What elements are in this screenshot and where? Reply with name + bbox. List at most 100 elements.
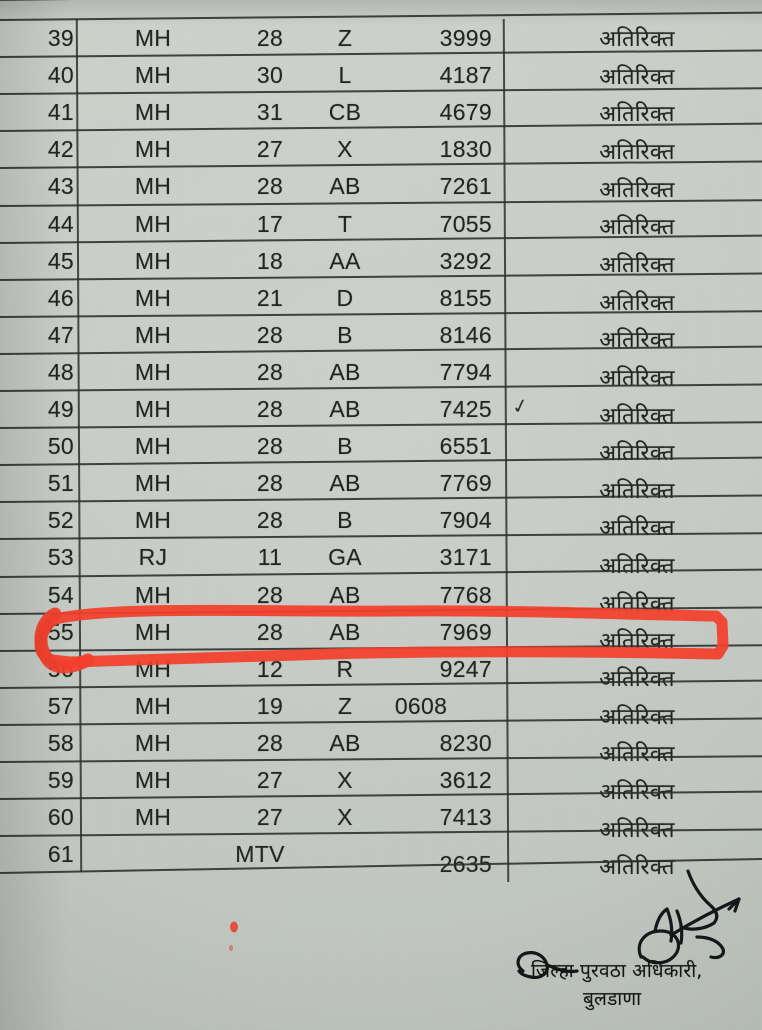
cell-state-code: MH	[134, 358, 172, 385]
cell-rto-code: 28	[256, 433, 284, 460]
cell-plate-number: 0608	[394, 692, 448, 719]
cell-state-code: MH	[134, 618, 172, 645]
cell-rto-code: 30	[256, 62, 284, 89]
cell-serial-number: 48	[47, 358, 74, 385]
cell-series-code: AB	[329, 173, 361, 200]
cell-state-code: MH	[134, 470, 172, 497]
handwritten-signature-icon	[516, 869, 741, 979]
table-row[interactable]: 59 MH 27 X 3612 अतिरिक्त	[0, 763, 762, 805]
cell-series-code: GA	[328, 544, 362, 571]
cell-state-code: MH	[134, 247, 172, 274]
cell-series-code: B	[337, 321, 353, 348]
table-row[interactable]: 42 MH 27 X 1830 अतिरिक्त	[0, 132, 762, 169]
cell-status: अतिरिक्त	[599, 403, 675, 429]
table-row[interactable]: 40 MH 30 L 4187 अतिरिक्त	[0, 58, 762, 95]
cell-series-code: AB	[329, 358, 361, 385]
table-row[interactable]: 39 MH 28 Z 3999 अतिरिक्त	[0, 21, 762, 58]
table-row[interactable]: 44 MH 17 T 7055 अतिरिक्त	[0, 207, 762, 244]
cell-serial-number: 40	[47, 62, 74, 89]
cell-plate-number: 7969	[439, 618, 492, 645]
cell-status: अतिरिक्त	[599, 667, 675, 693]
cell-rto-code: 28	[256, 729, 284, 756]
cell-rto-code: 27	[256, 767, 284, 793]
cell-plate-number: 7413	[439, 804, 492, 831]
cell-series-code: AB	[329, 581, 361, 608]
cell-state-code: MH	[134, 507, 172, 534]
cell-plate-number: 9247	[439, 655, 492, 682]
table-row[interactable]: 45 MH 18 AA 3292 अतिरिक्त	[0, 244, 762, 281]
table-row[interactable]: 61 MTV 2635 अतिरिक्त	[0, 837, 762, 880]
cell-rto-code: 27	[256, 136, 284, 163]
cell-status: अतिरिक्त	[599, 139, 675, 165]
cell-serial-number: 41	[47, 99, 74, 126]
cell-plate-number: 7904	[439, 507, 492, 534]
table-row[interactable]: 41 MH 31 CB 4679 अतिरिक्त	[0, 95, 762, 132]
table-row[interactable]: 58 MH 28 AB 8230 अतिरिक्त	[0, 726, 762, 767]
cell-state-code: MH	[134, 99, 172, 126]
cell-rto-code: 31	[256, 99, 284, 126]
cell-status: अतिरिक्त	[599, 215, 675, 241]
cell-status: अतिरिक्त	[599, 478, 675, 504]
cell-serial-number: 49	[47, 396, 74, 422]
cell-serial-number: 44	[47, 210, 74, 237]
cell-serial-number: 54	[47, 581, 74, 608]
cell-serial-number: 52	[47, 507, 74, 534]
cell-status: अतिरिक्त	[599, 365, 675, 391]
cell-status: अतिरिक्त	[599, 27, 675, 52]
cell-plate-number: 4679	[439, 99, 492, 126]
cell-state-code: MH	[134, 767, 172, 793]
table-row[interactable]: 52 MH 28 B 7904 अतिरिक्त	[0, 503, 762, 541]
cell-status: अतिरिक्त	[599, 780, 675, 805]
cell-rto-code: 28	[256, 396, 284, 422]
cell-vehicle-code: MTV	[235, 841, 285, 868]
cell-serial-number: 51	[47, 470, 74, 497]
table-row[interactable]: 43 MH 28 AB 7261 अतिरिक्त	[0, 169, 762, 206]
cell-rto-code: 28	[256, 581, 284, 608]
table-row[interactable]: 49 MH 28 AB 7425 अतिरिक्त ✓	[0, 392, 762, 429]
cell-series-code: CB	[328, 99, 362, 126]
table-row[interactable]: 57 MH 19 Z 0608 अतिरिक्त	[0, 689, 762, 730]
table-row[interactable]: 46 MH 21 D 8155 अतिरिक्त	[0, 281, 762, 318]
cell-serial-number: 56	[47, 655, 74, 682]
cell-plate-number: 2635	[439, 851, 492, 878]
cell-serial-number: 46	[47, 284, 74, 311]
cell-plate-number: 8155	[439, 284, 492, 311]
cell-plate-number: 8230	[439, 729, 492, 756]
cell-series-code: AB	[329, 729, 361, 756]
license-plate-table: 39 MH 28 Z 3999 अतिरिक्त 40 MH 30 L 4187 अतिरिक्त 41…	[0, 0, 762, 883]
cell-plate-number: 7425	[439, 396, 492, 422]
table-row[interactable]: 54 MH 28 AB 7768 अतिरिक्त	[0, 578, 762, 617]
cell-status: अतिरिक्त	[599, 742, 675, 768]
cell-status: अतिरिक्त	[599, 704, 675, 730]
cell-series-code: B	[337, 433, 353, 460]
table-row[interactable]: 48 MH 28 AB 7794 अतिरिक्त	[0, 355, 762, 392]
table-row[interactable]: 50 MH 28 B 6551 अतिरिक्त	[0, 429, 762, 466]
cell-serial-number: 59	[47, 767, 74, 793]
cell-rto-code: 28	[256, 358, 284, 385]
cell-rto-code: 21	[256, 284, 284, 311]
table-row[interactable]: 60 MH 27 X 7413 अतिरिक्त	[0, 800, 762, 843]
cell-state-code: MH	[134, 25, 172, 51]
cell-serial-number: 58	[47, 729, 74, 756]
cell-serial-number: 50	[47, 433, 74, 460]
cell-serial-number: 60	[47, 804, 74, 831]
cell-series-code: X	[337, 136, 353, 163]
cell-plate-number: 7769	[439, 470, 492, 497]
cell-rto-code: 18	[256, 247, 284, 274]
table-row[interactable]: 53 RJ 11 GA 3171 अतिरिक्त	[0, 540, 762, 579]
cell-state-code: MH	[134, 396, 172, 422]
cell-series-code: X	[337, 767, 353, 793]
cell-rto-code: 27	[256, 804, 284, 831]
cell-plate-number: 3292	[439, 247, 492, 274]
cell-rto-code: 28	[256, 173, 284, 200]
cell-rto-code: 28	[256, 321, 284, 348]
cell-status: अतिरिक्त	[599, 855, 675, 881]
cell-plate-number: 7768	[439, 581, 492, 608]
cell-status: अतिरिक्त	[599, 64, 675, 90]
cell-state-code: MH	[134, 804, 172, 831]
signature-block: जिल्हा पुरवठा अधिकारी, बुलडाणा	[505, 869, 755, 1020]
cell-status: अतिरिक्त	[599, 441, 675, 467]
table-row[interactable]: 47 MH 28 B 8146 अतिरिक्त	[0, 318, 762, 355]
table-row[interactable]: 51 MH 28 AB 7769 अतिरिक्त	[0, 466, 762, 504]
